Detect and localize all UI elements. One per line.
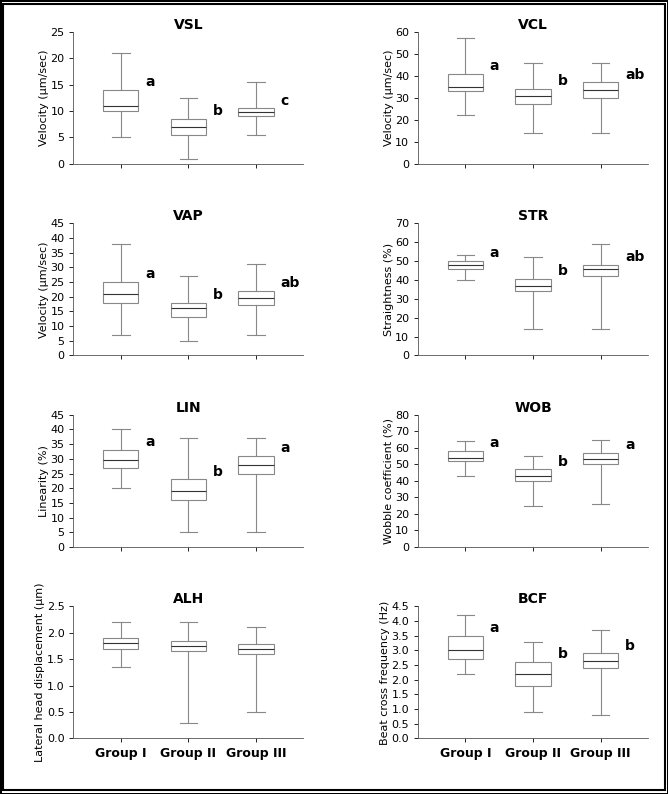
- Title: ALH: ALH: [173, 592, 204, 607]
- Text: b: b: [557, 75, 567, 88]
- Y-axis label: Velocity (μm/sec): Velocity (μm/sec): [39, 49, 49, 146]
- Y-axis label: Beat cross frequency (Hz): Beat cross frequency (Hz): [380, 600, 390, 745]
- Text: c: c: [281, 94, 289, 108]
- Y-axis label: Linearity (%): Linearity (%): [39, 445, 49, 517]
- Title: BCF: BCF: [518, 592, 548, 607]
- Title: STR: STR: [518, 210, 548, 223]
- Title: LIN: LIN: [176, 401, 201, 414]
- Text: a: a: [490, 59, 499, 73]
- PathPatch shape: [104, 638, 138, 649]
- PathPatch shape: [516, 279, 550, 291]
- Text: b: b: [557, 264, 567, 278]
- Title: VCL: VCL: [518, 17, 548, 32]
- Text: a: a: [490, 246, 499, 260]
- Text: a: a: [145, 435, 154, 449]
- Title: VAP: VAP: [173, 210, 204, 223]
- PathPatch shape: [104, 450, 138, 468]
- PathPatch shape: [238, 291, 273, 306]
- Text: b: b: [625, 638, 635, 653]
- PathPatch shape: [583, 453, 618, 464]
- Title: WOB: WOB: [514, 401, 552, 414]
- PathPatch shape: [448, 74, 483, 91]
- PathPatch shape: [448, 636, 483, 659]
- Text: b: b: [557, 647, 567, 661]
- Text: b: b: [212, 104, 222, 118]
- Text: a: a: [145, 268, 154, 281]
- Text: a: a: [145, 75, 154, 89]
- Text: a: a: [490, 437, 499, 450]
- Text: b: b: [212, 464, 222, 479]
- Y-axis label: Straightness (%): Straightness (%): [383, 243, 393, 336]
- PathPatch shape: [583, 83, 618, 98]
- PathPatch shape: [171, 119, 206, 135]
- Y-axis label: Wobble coefficient (%): Wobble coefficient (%): [383, 418, 393, 544]
- PathPatch shape: [516, 469, 550, 481]
- Text: ab: ab: [281, 276, 300, 290]
- PathPatch shape: [171, 641, 206, 651]
- Text: a: a: [625, 438, 635, 452]
- PathPatch shape: [238, 108, 273, 116]
- PathPatch shape: [516, 662, 550, 685]
- Text: ab: ab: [625, 67, 645, 82]
- PathPatch shape: [171, 480, 206, 500]
- Text: ab: ab: [625, 250, 645, 264]
- PathPatch shape: [583, 653, 618, 668]
- PathPatch shape: [171, 303, 206, 318]
- Title: VSL: VSL: [174, 17, 203, 32]
- PathPatch shape: [238, 456, 273, 473]
- PathPatch shape: [104, 90, 138, 111]
- Y-axis label: Velocity (μm/sec): Velocity (μm/sec): [383, 49, 393, 146]
- Y-axis label: Lateral head displacement (μm): Lateral head displacement (μm): [35, 583, 45, 762]
- PathPatch shape: [448, 451, 483, 461]
- Text: b: b: [557, 455, 567, 468]
- PathPatch shape: [104, 282, 138, 303]
- PathPatch shape: [516, 89, 550, 104]
- PathPatch shape: [238, 645, 273, 654]
- Text: a: a: [490, 621, 499, 635]
- Text: a: a: [281, 441, 290, 455]
- Text: b: b: [212, 288, 222, 302]
- PathPatch shape: [583, 264, 618, 276]
- PathPatch shape: [448, 261, 483, 268]
- Y-axis label: Velocity (μm/sec): Velocity (μm/sec): [39, 241, 49, 337]
